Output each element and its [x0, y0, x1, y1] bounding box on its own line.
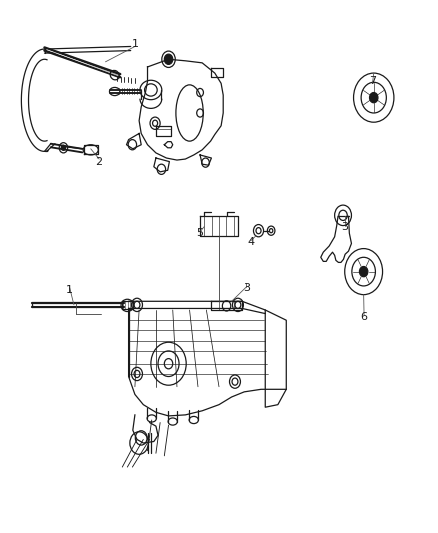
Text: 2: 2	[95, 157, 103, 167]
Circle shape	[61, 145, 66, 150]
Text: 4: 4	[247, 237, 254, 247]
Text: 3: 3	[342, 222, 349, 232]
Text: 7: 7	[369, 76, 376, 86]
Circle shape	[164, 54, 173, 64]
Circle shape	[370, 93, 378, 103]
Text: 5: 5	[197, 228, 204, 238]
Text: 1: 1	[66, 285, 73, 295]
Circle shape	[360, 266, 368, 277]
Text: 3: 3	[243, 283, 250, 293]
Text: 1: 1	[131, 39, 138, 49]
Text: 6: 6	[360, 312, 367, 321]
